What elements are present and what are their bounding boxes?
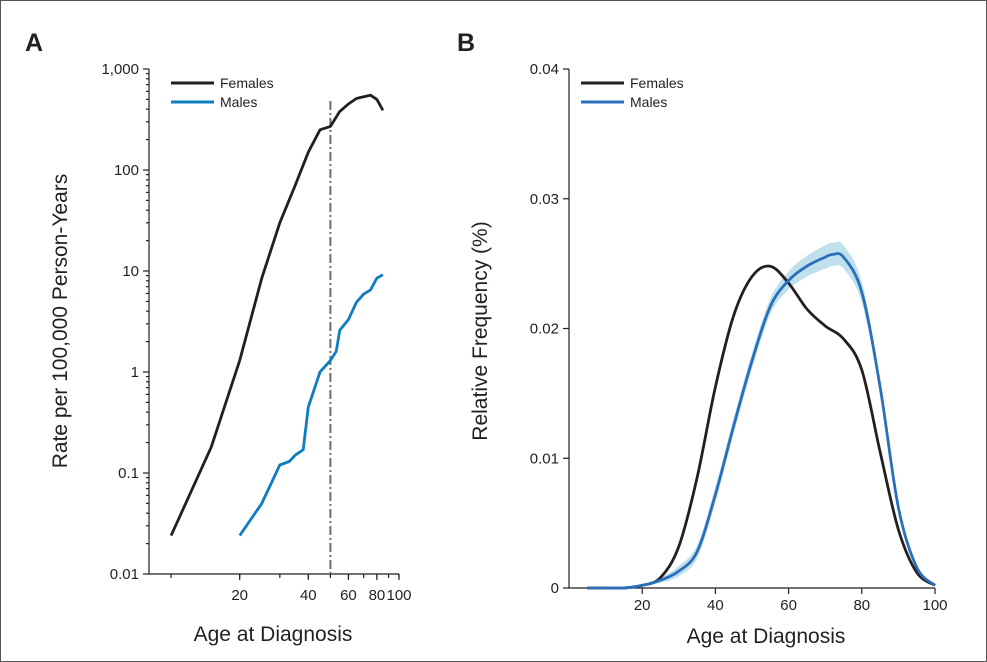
panel-a-x-axis-title: Age at Diagnosis [194, 623, 353, 646]
panel-a-letter: A [25, 29, 43, 57]
panel-a-y-tick-label: 1 [131, 364, 139, 381]
panel-b-x-tick-label: 40 [707, 597, 724, 614]
panel-b-x-tick-label: 60 [780, 597, 797, 614]
panel-b-x-tick-label: 100 [922, 597, 947, 614]
panel-a-x-tick-label: 100 [386, 587, 411, 604]
panel-a-series-line-females [169, 93, 385, 537]
panel-a-axes [148, 69, 399, 575]
panel-b-legend: Females Males [581, 75, 684, 110]
panel-b-series-line-males [587, 252, 936, 590]
panel-a-x-tick-label: 20 [231, 587, 248, 604]
panel-a-y-tick-label: 0.01 [110, 566, 139, 583]
panel-a-legend: Females Males [171, 75, 274, 110]
panel-b-y-tick-label: 0 [551, 580, 559, 597]
panel-b-confidence-band-males [587, 241, 935, 589]
panel-b-series [587, 241, 936, 590]
panel-b: B 0 0.01 0.02 0.03 0.04 20 40 60 80 100 Females M… [457, 29, 948, 648]
panel-b-axes [568, 69, 935, 589]
panel-a-x-tick-label: 80 [369, 587, 386, 604]
panel-b-x-axis-title: Age at Diagnosis [687, 625, 846, 648]
panel-b-series-line-females [587, 264, 936, 590]
panel-a-y-tick-label: 0.1 [118, 465, 139, 482]
panel-a-series [169, 93, 385, 537]
panel-a-y-tick-label: 100 [114, 162, 139, 179]
panel-b-x-tick-label: 80 [853, 597, 870, 614]
panel-b-y-tick-label: 0.03 [530, 191, 559, 208]
panel-b-y-tick-label: 0.02 [530, 321, 559, 338]
legend-label-females: Females [630, 75, 684, 91]
panel-a-series-line-males [238, 273, 384, 537]
panel-a-y-tick-label: 10 [122, 263, 139, 280]
panel-a-y-tick-label: 1,000 [101, 61, 139, 78]
legend-label-males: Males [220, 94, 257, 110]
panel-b-x-tick-label: 20 [634, 597, 651, 614]
panel-b-y-tick-label: 0.04 [530, 61, 559, 78]
panel-b-y-axis-title: Relative Frequency (%) [469, 221, 492, 440]
panel-a-y-axis-title: Rate per 100,000 Person-Years [49, 174, 72, 469]
panel-b-y-tick-label: 0.01 [530, 450, 559, 467]
panel-a-x-tick-label: 40 [300, 587, 317, 604]
legend-label-males: Males [630, 94, 667, 110]
panel-a-x-tick-label: 60 [340, 587, 357, 604]
panel-b-ticks: 0 0.01 0.02 0.03 0.04 20 40 60 80 100 [530, 61, 948, 614]
legend-label-females: Females [220, 75, 274, 91]
panel-b-letter: B [457, 29, 475, 57]
